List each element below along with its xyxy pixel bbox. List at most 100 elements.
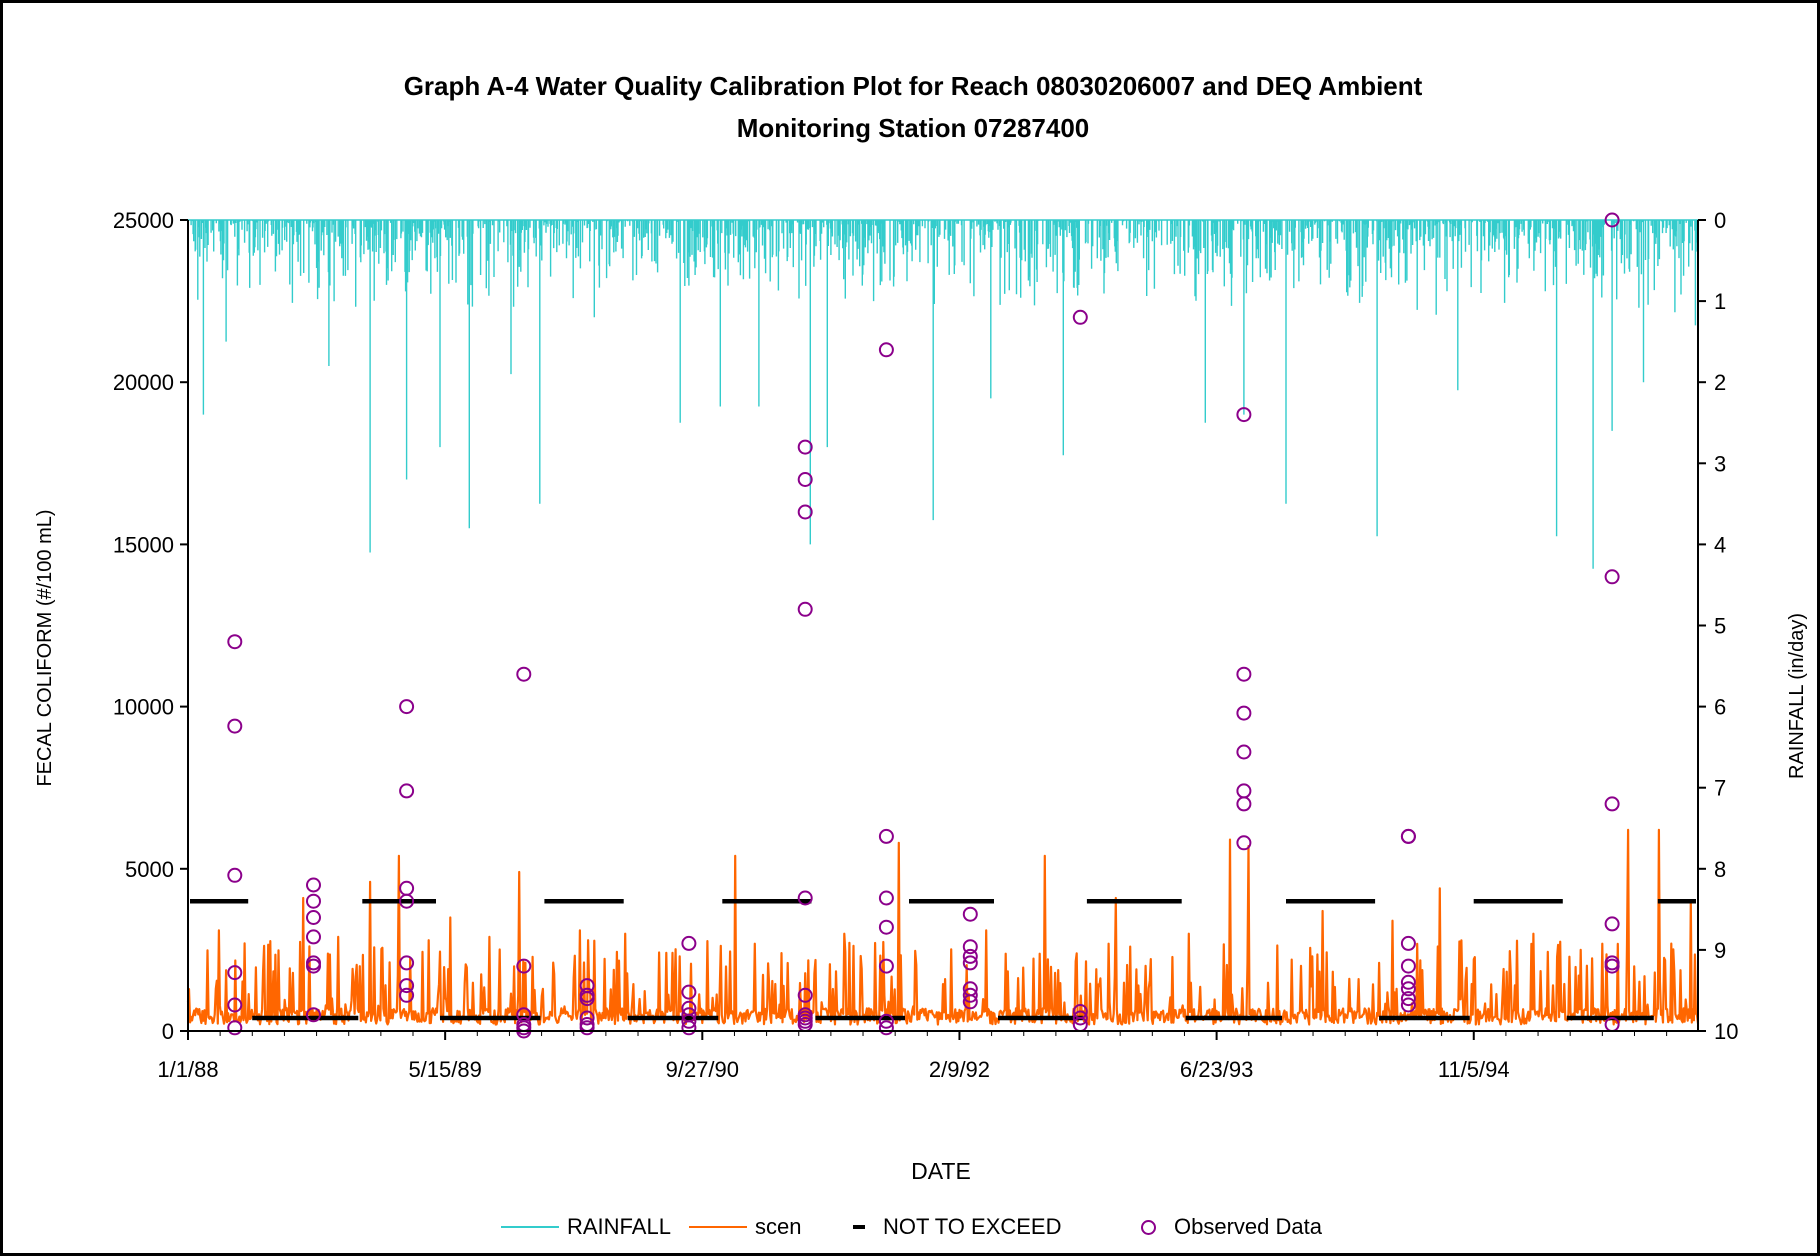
observed-data-point bbox=[962, 948, 978, 964]
observed-data-point bbox=[681, 1020, 697, 1036]
observed-data-point bbox=[227, 718, 243, 734]
x-tick-label: 6/23/93 bbox=[1180, 1057, 1253, 1082]
observed-data-point bbox=[579, 1020, 595, 1036]
observed-data-point bbox=[878, 1020, 894, 1036]
observed-data-point bbox=[1604, 916, 1620, 932]
observed-data-point bbox=[227, 997, 243, 1013]
legend-rainfall-swatch bbox=[501, 1226, 559, 1228]
observed-data-point bbox=[681, 1013, 697, 1029]
observed-data-point bbox=[878, 919, 894, 935]
x-tick-label: 11/5/94 bbox=[1438, 1057, 1510, 1082]
observed-data-point bbox=[399, 893, 415, 909]
observed-data-point bbox=[1604, 958, 1620, 974]
observed-data-point bbox=[1400, 991, 1416, 1007]
y-tick-label: 20000 bbox=[113, 370, 174, 395]
observed-data-point bbox=[962, 994, 978, 1010]
observed-data-point bbox=[1236, 835, 1252, 851]
observed-data-point bbox=[1604, 212, 1620, 228]
chart-plot: 0 5000 10000 15000 20000 25000 0 1 2 3 4 5 6 7 8 9 10 1/1… bbox=[34, 208, 1808, 1184]
legend-not-to-exceed-label: NOT TO EXCEED bbox=[883, 1214, 1062, 1239]
y2-tick-label: 4 bbox=[1714, 532, 1726, 557]
legend-item-not-to-exceed: NOT TO EXCEED bbox=[853, 1207, 1062, 1247]
observed-data-point bbox=[797, 472, 813, 487]
observed-data-point bbox=[1400, 981, 1416, 997]
y2-tick-label: 5 bbox=[1714, 614, 1726, 639]
legend-rainfall-label: RAINFALL bbox=[567, 1214, 671, 1239]
observed-data-point bbox=[962, 939, 978, 955]
rainfall-line bbox=[187, 219, 1699, 569]
observed-data-point bbox=[797, 504, 813, 520]
y2-tick-label: 1 bbox=[1714, 289, 1726, 314]
observed-data-point bbox=[797, 439, 813, 455]
observed-data-point bbox=[1236, 666, 1252, 682]
observed-data-point bbox=[1604, 796, 1620, 812]
observed-data-point bbox=[1072, 1010, 1088, 1026]
observed-data-point bbox=[1236, 783, 1252, 799]
y-tick-label: 25000 bbox=[113, 208, 174, 233]
y2-tick-label: 2 bbox=[1714, 370, 1726, 395]
axes: 0 5000 10000 15000 20000 25000 0 1 2 3 4 5 6 7 8 9 10 1/1… bbox=[113, 208, 1739, 1082]
observed-data-point bbox=[962, 955, 978, 971]
legend-item-rainfall: RAINFALL bbox=[501, 1207, 671, 1247]
observed-data-point bbox=[1400, 997, 1416, 1013]
y2-tick-label: 7 bbox=[1714, 776, 1726, 801]
observed-data-point bbox=[399, 987, 415, 1003]
y2-tick-label: 3 bbox=[1714, 451, 1726, 476]
legend-item-observed: Observed Data bbox=[1141, 1207, 1322, 1247]
observed-data-point bbox=[1236, 796, 1252, 812]
y2-tick-label: 9 bbox=[1714, 938, 1726, 963]
scen-line bbox=[186, 828, 1700, 1026]
observed-data-point bbox=[227, 634, 243, 650]
observed-data-point bbox=[306, 929, 321, 945]
y2-tick-label: 0 bbox=[1714, 208, 1726, 233]
observed-data-point bbox=[399, 978, 415, 994]
observed-data-point bbox=[878, 342, 894, 358]
observed-data-point bbox=[1236, 407, 1252, 423]
y2-axis-label: RAINFALL (in/day) bbox=[1786, 613, 1808, 779]
y2-tick-label: 8 bbox=[1714, 857, 1726, 882]
x-tick-label: 5/15/89 bbox=[408, 1057, 481, 1082]
x-axis-label: DATE bbox=[911, 1158, 971, 1184]
observed-data-point bbox=[579, 991, 595, 1007]
observed-data-point bbox=[306, 893, 321, 909]
scen-series bbox=[186, 828, 1700, 1026]
observed-data-point bbox=[797, 890, 813, 906]
observed-data-point bbox=[1604, 569, 1620, 585]
observed-data-point bbox=[681, 984, 697, 1000]
observed-data-point bbox=[797, 601, 813, 617]
observed-data-point bbox=[681, 935, 697, 951]
y-tick-label: 15000 bbox=[113, 532, 174, 557]
rainfall-series bbox=[187, 219, 1699, 569]
legend-scen-swatch bbox=[689, 1226, 747, 1228]
observed-data-point bbox=[962, 906, 978, 922]
observed-data-point bbox=[878, 890, 894, 906]
observed-data-point bbox=[399, 783, 415, 799]
observed-data-point bbox=[1072, 309, 1088, 325]
y2-tick-label: 10 bbox=[1714, 1019, 1738, 1044]
observed-data-point bbox=[227, 965, 243, 981]
observed-data-point bbox=[1236, 705, 1252, 721]
observed-data-point bbox=[227, 867, 243, 883]
observed-data-point bbox=[306, 958, 321, 974]
legend-not-to-exceed-swatch bbox=[853, 1225, 865, 1229]
observed-data-point bbox=[878, 1013, 894, 1029]
observed-data-series bbox=[227, 212, 1620, 1039]
observed-data-point bbox=[516, 666, 532, 682]
y2-tick-label: 6 bbox=[1714, 695, 1726, 720]
observed-data-point bbox=[227, 1020, 243, 1036]
y-tick-label: 0 bbox=[162, 1019, 174, 1044]
x-tick-label: 9/27/90 bbox=[666, 1057, 739, 1082]
observed-data-point bbox=[399, 955, 415, 971]
legend: RAINFALL scen NOT TO EXCEED Observed Dat… bbox=[3, 1207, 1820, 1247]
observed-data-point bbox=[1400, 958, 1416, 974]
chart-title-line1: Graph A-4 Water Quality Calibration Plot… bbox=[403, 71, 1423, 101]
observed-data-point bbox=[878, 828, 894, 844]
observed-data-point bbox=[306, 910, 321, 925]
observed-data-point bbox=[797, 987, 813, 1003]
legend-scen-label: scen bbox=[755, 1214, 802, 1239]
observed-data-point bbox=[579, 1010, 595, 1026]
legend-item-scen: scen bbox=[689, 1207, 801, 1247]
x-tick-label: 1/1/88 bbox=[157, 1057, 218, 1082]
y-axis-label: FECAL COLIFORM (#/100 mL) bbox=[34, 509, 56, 786]
